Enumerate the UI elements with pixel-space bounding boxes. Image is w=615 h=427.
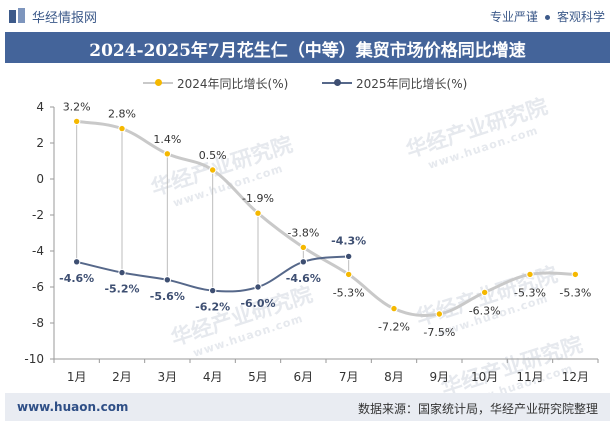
y-tick-label: -6 (32, 280, 44, 294)
x-tick-label: 3月 (158, 370, 178, 384)
top-bar: 华经情报网 专业严谨 客观科学 (0, 0, 615, 32)
data-label-2024: 0.5% (199, 149, 227, 162)
data-label-2025: -6.2% (195, 301, 230, 314)
data-label-2025: -5.2% (104, 283, 139, 296)
legend-label-2025: 2025年同比增长(%) (356, 77, 468, 91)
x-tick-label: 7月 (339, 370, 359, 384)
brand-name[interactable]: 华经情报网 (32, 11, 98, 26)
tagline-left: 专业严谨 (489, 10, 538, 24)
data-label-2024: -5.3% (514, 286, 546, 299)
y-tick-label: 4 (36, 100, 44, 114)
data-point-2025 (344, 252, 353, 261)
x-tick-label: 2月 (112, 370, 132, 384)
legend-marker-2025 (334, 79, 341, 86)
data-label-2025: -6.0% (240, 297, 275, 310)
data-label-2024: 3.2% (63, 100, 91, 113)
data-point-2025 (118, 268, 126, 277)
x-tick-label: 8月 (384, 370, 404, 384)
data-point-2024 (571, 270, 580, 279)
data-point-2024 (526, 270, 534, 279)
data-point-2024 (254, 209, 262, 217)
series-line-2024 (76, 119, 576, 317)
data-label-2024: -5.3% (333, 286, 365, 299)
tagline: 专业严谨 客观科学 (490, 8, 605, 25)
data-point-2024 (390, 304, 398, 313)
data-label-2025: -5.6% (150, 290, 185, 303)
legend-item-2025[interactable]: 2025年同比增长(%) (322, 74, 492, 92)
x-tick-label: 1月 (67, 370, 87, 384)
data-label-2025: -4.3% (331, 234, 366, 247)
x-tick-label: 5月 (248, 370, 268, 384)
y-tick-label: 2 (36, 136, 44, 150)
data-source: 数据来源：国家统计局，华经产业研究院整理 (357, 402, 598, 416)
data-label-2024: -5.3% (559, 286, 591, 299)
tagline-right: 客观科学 (556, 10, 605, 24)
legend-marker-2024 (155, 79, 162, 86)
y-tick-label: -10 (24, 352, 44, 366)
data-point-2025 (254, 283, 262, 291)
legend-label-2024: 2024年同比增长(%) (177, 77, 289, 91)
data-point-2025 (299, 258, 308, 266)
x-tick-label: 10月 (471, 370, 498, 384)
data-label-2025: -4.6% (286, 272, 321, 285)
data-point-2024 (480, 288, 489, 297)
footer-url[interactable]: www.huaon.com (17, 400, 129, 414)
data-label-2024: -7.5% (423, 326, 455, 339)
x-tick-label: 6月 (294, 370, 314, 384)
data-point-2025 (208, 286, 217, 295)
data-label-2024: 2.8% (108, 108, 136, 121)
data-point-2024 (344, 270, 353, 279)
title-band: 2024-2025年7月花生仁（中等）集贸市场价格同比增速 (5, 32, 610, 63)
x-tick-label: 12月 (562, 370, 589, 384)
y-tick-label: 0 (36, 172, 44, 186)
data-point-2025 (72, 258, 81, 266)
data-label-2024: -3.8% (287, 226, 319, 239)
data-point-2024 (72, 117, 81, 126)
y-tick-label: -2 (32, 208, 44, 222)
data-point-2024 (118, 124, 126, 133)
y-tick-label: -4 (32, 244, 44, 258)
x-tick-label: 4月 (203, 370, 223, 384)
chart-title: 2024-2025年7月花生仁（中等）集贸市场价格同比增速 (89, 41, 526, 61)
chart-legend: 2024年同比增长(%) 2025年同比增长(%) (0, 74, 615, 92)
legend-item-2024[interactable]: 2024年同比增长(%) (143, 74, 313, 92)
y-tick-label: -8 (32, 316, 44, 330)
data-point-2024 (163, 150, 172, 158)
tagline-dot-icon (544, 15, 550, 20)
x-tick-label: 9月 (430, 370, 450, 384)
footer: www.huaon.com 数据来源：国家统计局，华经产业研究院整理 (5, 393, 610, 421)
data-point-2024 (435, 310, 444, 318)
data-label-2025: -4.6% (59, 272, 94, 285)
x-tick-label: 11月 (516, 370, 543, 384)
data-label-2024: -6.3% (469, 304, 501, 317)
data-label-2024: -1.9% (242, 192, 274, 205)
data-point-2025 (163, 276, 172, 284)
data-point-2024 (299, 243, 308, 252)
data-point-2024 (208, 166, 217, 174)
brand-logo-icon (9, 8, 25, 23)
data-label-2024: 1.4% (153, 133, 181, 146)
data-label-2024: -7.2% (378, 321, 410, 334)
